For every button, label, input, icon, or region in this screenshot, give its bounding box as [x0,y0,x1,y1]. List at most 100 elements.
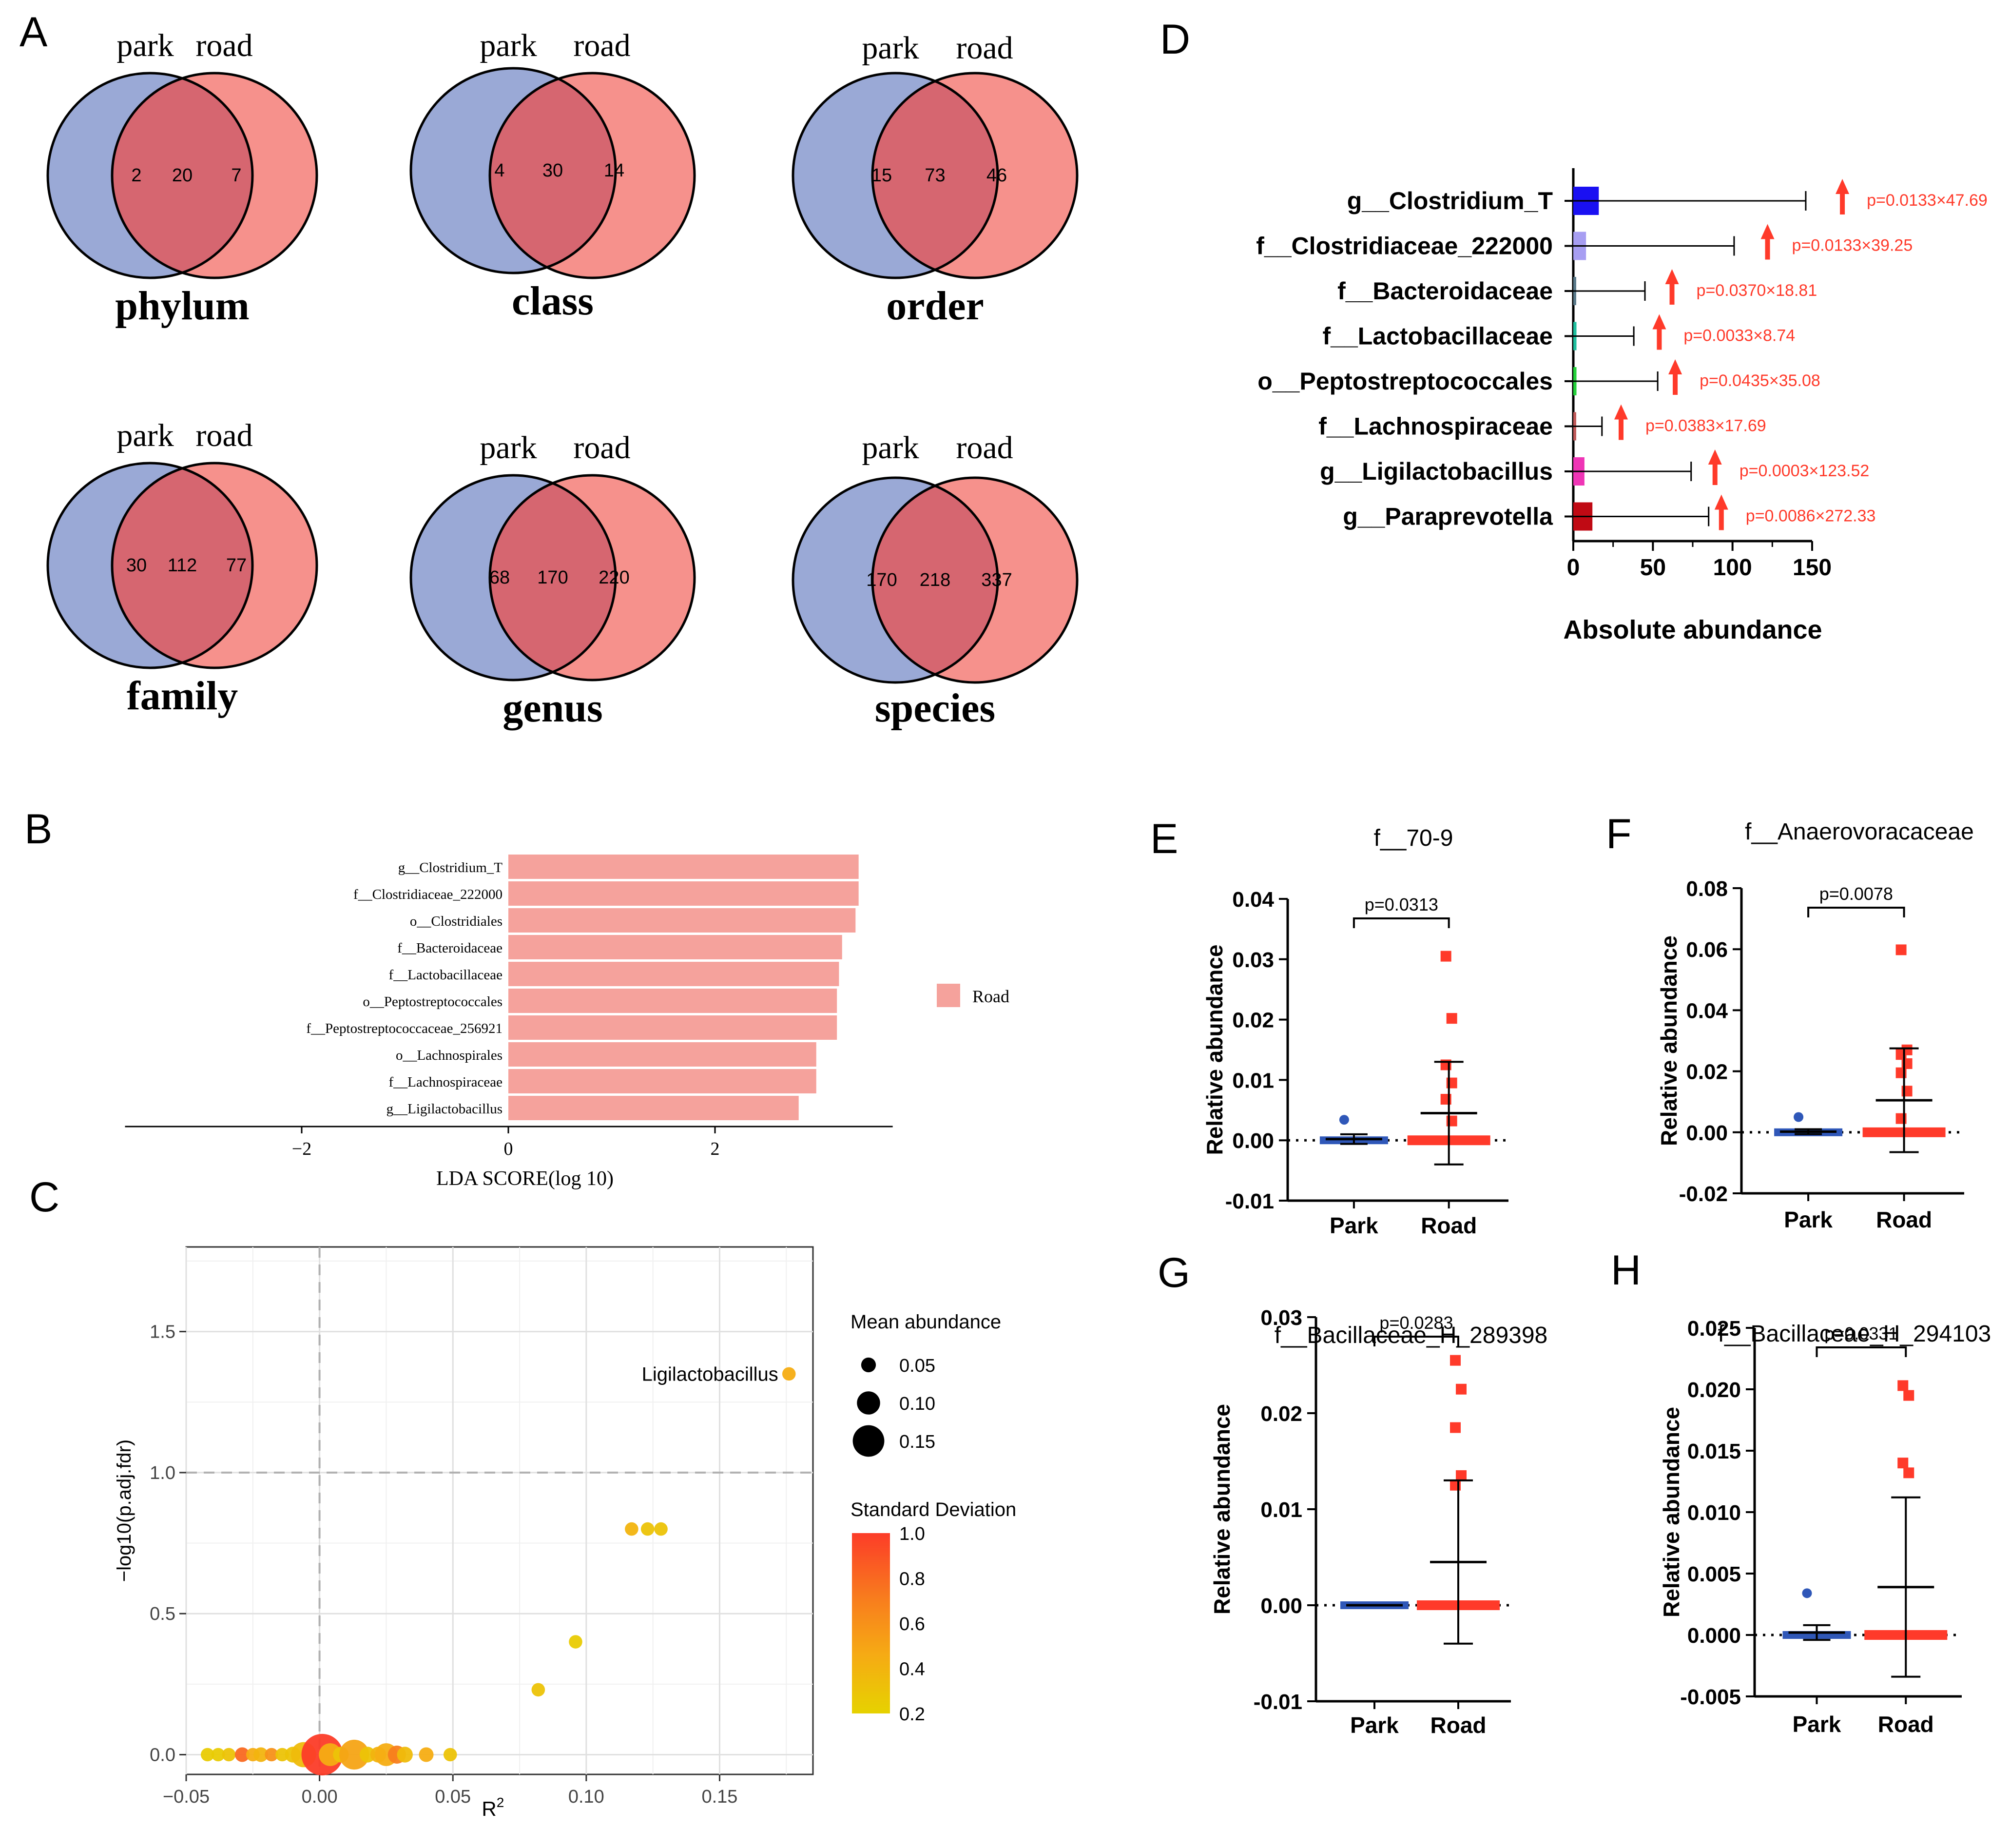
dot-plot-H: -0.005 0.000 0.005 0.010 0.015 0.020 0.025 Park… [1659,1317,1991,1737]
lda-bar [508,908,856,933]
panel-label-A: A [19,9,48,56]
venn-order: 15 73 46 park road order [792,30,1079,329]
scatter-x-tick-label: 0.15 [701,1787,737,1807]
lda-category-label: f__Clostridiaceae_222000 [353,887,502,902]
venn-road-count: 77 [226,555,247,576]
venn-road-count: 46 [986,165,1007,186]
lda-x-tick-label: −2 [292,1139,311,1159]
dot-significance-bracket [1807,907,1905,917]
scatter-point [443,1748,457,1762]
abund-x-tick-label: 50 [1640,555,1666,581]
abund-x-tick-label: 0 [1567,555,1580,581]
dot-road-point [1903,1467,1914,1478]
dot-y-tick-label: 0.01 [1260,1498,1302,1522]
venn-park-outline [409,67,617,274]
abund-x-tick-label: 150 [1793,555,1832,581]
panel-label-E: E [1150,816,1178,862]
size-legend-dot [852,1425,885,1457]
dot-significance-bracket [1816,1346,1907,1357]
dot-title: f__Bacillaceae_H_289398 [1275,1323,1547,1348]
lda-x-label: LDA SCORE(log 10) [436,1167,614,1190]
lda-category-label: g__Ligilactobacillus [387,1101,502,1117]
lda-legend-label: Road [972,987,1009,1006]
venn-overlap-count: 218 [920,570,950,590]
size-legend-label: 0.10 [899,1394,935,1414]
scatter-point [640,1522,655,1536]
dot-road-point [1450,1422,1461,1433]
venn-park-outline [46,462,254,669]
venn-title: family [127,673,238,719]
color-legend-tick-label: 1.0 [899,1524,925,1544]
venn-road-outline [111,72,318,279]
venn-overlap [490,475,616,680]
dot-y-tick-label: -0.01 [1225,1189,1274,1213]
lda-category-label: f__Bacteroidaceae [397,940,502,956]
venn-set-label-park: park [862,30,919,66]
abund-category-label: o__Peptostreptococcales [1257,368,1553,395]
color-legend-tick-label: 0.4 [899,1659,925,1680]
color-legend-tick-label: 0.2 [899,1704,925,1725]
venn-overlap [112,73,252,278]
venn-park-outline [792,476,999,684]
abund-x-label: Absolute abundance [1563,615,1822,644]
dot-y-label: Relative abundance [1659,1407,1684,1617]
venn-set-label-park: park [480,28,537,63]
dot-y-tick-label: 0.06 [1686,938,1728,962]
venn-park-count: 15 [871,165,892,186]
scatter-plot-area [185,1246,814,1775]
scatter-y-tick-label: 0.0 [150,1745,175,1765]
scatter-point [275,1748,289,1762]
lda-category-label: f__Lactobacillaceae [389,967,502,983]
venn-set-label-park: park [116,28,174,63]
dot-y-tick-label: 0.015 [1687,1439,1741,1463]
venn-overlap [490,73,616,273]
dot-road-point [1903,1390,1914,1401]
dot-road-point [1446,1013,1457,1024]
lda-x-tick-label: 0 [504,1139,513,1159]
dot-y-tick-label: 0.02 [1260,1402,1302,1426]
dot-plot-G: -0.01 0.00 0.01 0.02 0.03 Park Road f__Bacillac… [1209,1306,1547,1738]
scatter-point [569,1635,582,1649]
lda-category-label: o__Lachnospirales [396,1048,502,1063]
dot-park-point [1339,1115,1349,1125]
abund-category-label: g__Clostridium_T [1347,187,1553,214]
dot-title: f__Bacillaceae_H_294103 [1718,1321,1991,1347]
lda-category-label: o__Clostridiales [410,914,502,929]
abund-up-arrow [1708,449,1722,485]
abund-category-label: f__Lactobacillaceae [1323,323,1553,350]
dot-y-tick-label: -0.02 [1679,1182,1728,1206]
abundance-panel: g__Clostridium_T p=0.0133×47.69 f__Clostri… [1256,168,1988,644]
dot-p-value: p=0.0313 [1365,895,1438,914]
lda-bar [508,962,839,986]
scatter-y-label: −log10(p.adj.fdr) [114,1439,135,1582]
scatter-x-tick-label: 0.00 [302,1787,338,1807]
scatter-point [397,1747,413,1763]
venn-road-outline [111,462,318,669]
venn-title: order [886,283,984,329]
dot-y-tick-label: 0.04 [1232,888,1274,912]
abund-p-annotation: p=0.0133×47.69 [1867,191,1988,210]
dot-p-value: p=0.0331 [1824,1323,1898,1343]
venn-road-outline [488,474,696,681]
dot-category-road: Road [1430,1712,1487,1738]
lda-bar [508,855,859,879]
venn-overlap [872,478,998,682]
venn-set-label-road: road [195,28,252,63]
venn-title: genus [502,685,602,731]
venn-overlap [872,73,998,278]
scatter-annotation: Ligilactobacillus [642,1363,778,1385]
venn-park-outline [792,72,999,279]
dot-y-tick-label: 0.00 [1232,1129,1274,1153]
abund-up-arrow [1760,224,1775,260]
abund-p-annotation: p=0.0133×39.25 [1792,236,1913,255]
venn-park-count: 2 [131,165,141,186]
lda-bar [508,881,859,906]
lda-legend-swatch [937,984,960,1007]
scatter-point [234,1747,250,1762]
abund-category-label: f__Clostridiaceae_222000 [1256,233,1553,260]
venn-overlap-count: 170 [537,567,568,588]
color-legend-tick-label: 0.8 [899,1569,925,1590]
scatter-x-label: R2 [482,1795,504,1820]
venn-title: class [512,278,594,324]
